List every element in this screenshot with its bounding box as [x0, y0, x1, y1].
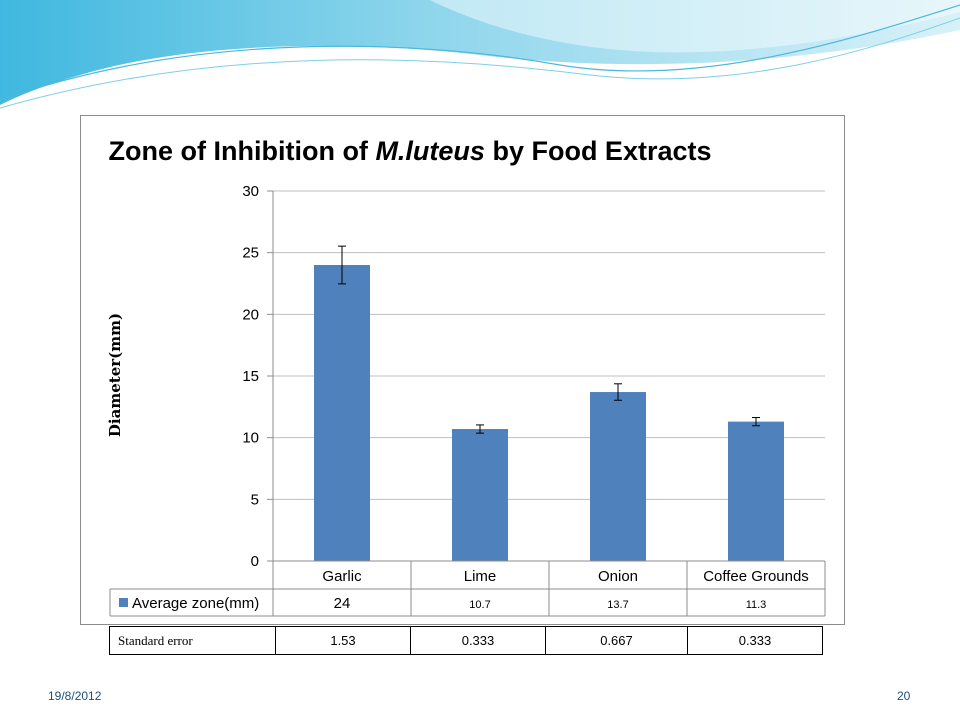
- category-label: Garlic: [322, 568, 362, 585]
- bar-lime: [452, 429, 508, 561]
- standard-error-row: Standard error 1.53 0.333 0.667 0.333: [109, 626, 823, 655]
- bar-onion: [590, 392, 646, 561]
- standard-error-value-lime: 0.333: [410, 626, 546, 655]
- standard-error-value-coffee: 0.333: [687, 626, 823, 655]
- standard-error-label: Standard error: [109, 626, 276, 655]
- y-tick-label: 25: [242, 245, 259, 262]
- legend-key: [119, 598, 128, 607]
- legend-label: Average zone(mm): [132, 595, 259, 612]
- y-tick-label: 0: [251, 553, 259, 570]
- chart-title-italic: M.luteus: [375, 136, 485, 166]
- wave-line-2: [0, 17, 960, 109]
- data-table-value: 24: [334, 595, 351, 612]
- slide-date: 19/8/2012: [48, 689, 102, 703]
- bar-coffee-grounds: [728, 421, 784, 561]
- data-table-value: 13.7: [607, 599, 628, 611]
- wave-line-1: [0, 4, 960, 101]
- category-label: Lime: [464, 568, 497, 585]
- y-tick-label: 10: [242, 430, 259, 447]
- bar-garlic: [314, 265, 370, 561]
- y-tick-label: 15: [242, 368, 259, 385]
- category-label: Onion: [598, 568, 638, 585]
- wave-light: [430, 0, 960, 53]
- category-label: Coffee Grounds: [703, 568, 809, 585]
- data-table-value: 11.3: [746, 599, 767, 611]
- y-tick-label: 20: [242, 306, 259, 323]
- data-table-value: 10.7: [469, 599, 490, 611]
- y-tick-label: 5: [251, 491, 259, 508]
- y-tick-label: 30: [242, 183, 259, 200]
- slide-page-number: 20: [897, 689, 911, 703]
- standard-error-value-onion: 0.667: [545, 626, 688, 655]
- chart-title: Zone of Inhibition of M.luteus by Food E…: [108, 136, 712, 166]
- standard-error-value-garlic: 1.53: [275, 626, 411, 655]
- standard-error-table: Standard error 1.53 0.333 0.667 0.333: [109, 626, 823, 655]
